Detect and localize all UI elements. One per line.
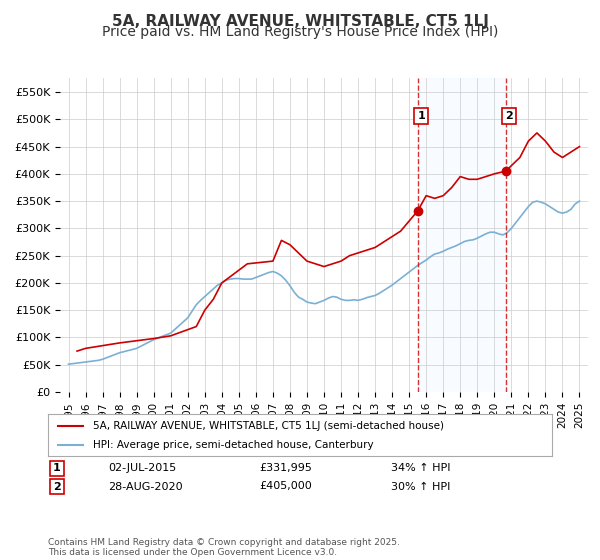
Text: Contains HM Land Registry data © Crown copyright and database right 2025.
This d: Contains HM Land Registry data © Crown c… (48, 538, 400, 557)
Text: £405,000: £405,000 (260, 482, 313, 492)
Text: 1: 1 (53, 463, 61, 473)
Text: 34% ↑ HPI: 34% ↑ HPI (391, 463, 450, 473)
Text: £331,995: £331,995 (260, 463, 313, 473)
Text: HPI: Average price, semi-detached house, Canterbury: HPI: Average price, semi-detached house,… (94, 440, 374, 450)
Text: 28-AUG-2020: 28-AUG-2020 (109, 482, 183, 492)
Text: 2: 2 (505, 111, 513, 121)
Text: 5A, RAILWAY AVENUE, WHITSTABLE, CT5 1LJ: 5A, RAILWAY AVENUE, WHITSTABLE, CT5 1LJ (112, 14, 488, 29)
Text: 2: 2 (53, 482, 61, 492)
Text: 30% ↑ HPI: 30% ↑ HPI (391, 482, 450, 492)
Bar (418, 78, 506, 392)
Text: 1: 1 (417, 111, 425, 121)
Text: 5A, RAILWAY AVENUE, WHITSTABLE, CT5 1LJ (semi-detached house): 5A, RAILWAY AVENUE, WHITSTABLE, CT5 1LJ … (94, 421, 445, 431)
Text: Price paid vs. HM Land Registry's House Price Index (HPI): Price paid vs. HM Land Registry's House … (102, 25, 498, 39)
Text: 02-JUL-2015: 02-JUL-2015 (109, 463, 177, 473)
